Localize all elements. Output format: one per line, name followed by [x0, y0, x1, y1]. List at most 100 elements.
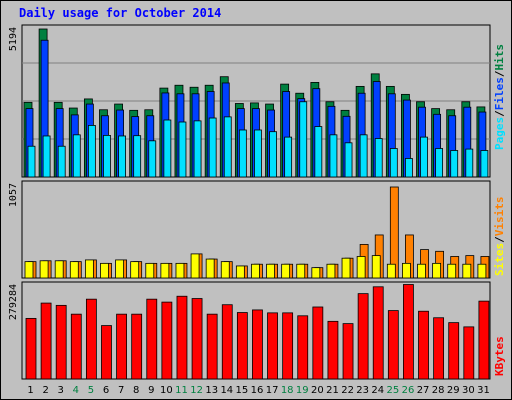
bar-sites-19: [296, 263, 306, 279]
legend-sites-visits-part-3: Visits: [493, 197, 506, 237]
bar-sites-23: [356, 256, 366, 279]
bar-kbytes-15: [236, 312, 248, 380]
day-label-3: 3: [58, 385, 64, 396]
day-label-29: 29: [447, 385, 460, 396]
bar-kbytes-22: [342, 323, 354, 380]
day-label-11: 11: [175, 385, 188, 396]
bar-kbytes-11: [176, 295, 188, 380]
day-label-31: 31: [477, 385, 490, 396]
bar-pages-28: [435, 148, 444, 178]
bar-pages-12: [193, 120, 202, 178]
bar-sites-6: [100, 262, 109, 279]
bar-pages-2: [42, 135, 51, 178]
bar-sites-1: [24, 261, 34, 279]
bar-pages-24: [374, 138, 383, 178]
bar-pages-15: [238, 129, 247, 178]
day-label-22: 22: [341, 385, 354, 396]
legend-kbytes: KBytes: [493, 336, 506, 376]
bar-pages-22: [344, 142, 353, 178]
bar-kbytes-28: [433, 317, 445, 380]
legend-sites-visits-part-2: /: [493, 236, 506, 243]
bar-pages-11: [178, 121, 187, 178]
day-label-2: 2: [42, 385, 48, 396]
day-label-8: 8: [133, 385, 139, 396]
bar-pages-23: [359, 134, 368, 178]
legend-pages-files-hits-part-1: Pages: [493, 117, 506, 150]
legend-pages-files-hits-part-4: /: [493, 70, 506, 77]
bar-pages-3: [57, 145, 66, 178]
bar-pages-14: [223, 116, 232, 178]
bar-kbytes-6: [101, 325, 112, 380]
bar-pages-13: [208, 117, 217, 178]
bar-sites-27: [417, 263, 426, 279]
day-label-25: 25: [387, 385, 400, 396]
bar-sites-21: [326, 263, 336, 279]
bar-sites-11: [175, 262, 185, 279]
ymax-label-pages: 5194: [8, 27, 19, 51]
bar-kbytes-29: [448, 322, 460, 380]
day-label-9: 9: [148, 385, 154, 396]
bar-pages-7: [118, 135, 126, 178]
bar-sites-7: [115, 259, 124, 279]
bar-kbytes-14: [221, 304, 233, 380]
day-label-10: 10: [160, 385, 173, 396]
bar-kbytes-12: [191, 298, 203, 380]
bar-pages-1: [27, 145, 36, 178]
bar-kbytes-5: [85, 298, 97, 380]
legend-pages-files-hits-part-5: Hits: [493, 44, 506, 71]
bar-pages-17: [269, 131, 277, 178]
bar-sites-2: [39, 260, 49, 279]
bar-pages-21: [329, 134, 338, 178]
day-label-24: 24: [371, 385, 384, 396]
bar-kbytes-21: [327, 320, 339, 380]
bar-kbytes-2: [40, 302, 52, 380]
legend-sites-visits: Sites/Visits: [493, 197, 506, 277]
bar-kbytes-27: [418, 310, 429, 380]
day-label-4: 4: [73, 385, 79, 396]
bar-sites-10: [160, 262, 170, 279]
bar-kbytes-25: [387, 310, 399, 380]
bar-pages-19: [299, 101, 308, 178]
bar-sites-22: [341, 257, 351, 279]
bar-pages-31: [480, 150, 489, 178]
day-label-19: 19: [296, 385, 309, 396]
bar-sites-5: [84, 259, 94, 279]
bar-sites-30: [462, 263, 472, 279]
bar-sites-29: [447, 263, 457, 279]
bar-pages-26: [405, 158, 413, 178]
day-label-16: 16: [251, 385, 264, 396]
bar-kbytes-23: [357, 293, 369, 380]
bar-pages-20: [314, 126, 323, 178]
bar-kbytes-26: [403, 284, 414, 380]
day-label-1: 1: [27, 385, 33, 396]
bar-pages-8: [133, 135, 142, 178]
bar-kbytes-7: [116, 313, 127, 380]
bar-pages-30: [465, 148, 474, 178]
bar-kbytes-9: [146, 298, 158, 380]
bar-pages-27: [420, 136, 428, 178]
bar-kbytes-13: [206, 313, 218, 380]
bar-kbytes-17: [267, 312, 278, 380]
legend-kbytes-part-1: KBytes: [493, 336, 506, 376]
bar-sites-15: [235, 265, 245, 279]
bar-sites-28: [432, 262, 442, 279]
bar-sites-31: [477, 263, 487, 279]
day-label-27: 27: [417, 385, 430, 396]
bar-kbytes-8: [131, 313, 143, 380]
bar-sites-18: [281, 263, 291, 279]
bar-pages-29: [450, 150, 459, 178]
bar-kbytes-18: [282, 312, 294, 380]
legend-sites-visits-part-1: Sites: [493, 243, 506, 276]
bar-kbytes-19: [297, 315, 309, 380]
bar-sites-17: [266, 263, 275, 279]
bar-pages-25: [389, 148, 398, 178]
legend-pages-files-hits-part-2: /: [493, 110, 506, 117]
day-label-12: 12: [190, 385, 203, 396]
ymax-label-kbytes: 279284: [8, 284, 19, 320]
bar-pages-9: [148, 140, 157, 178]
bar-sites-3: [54, 260, 64, 279]
bar-pages-5: [87, 125, 96, 178]
bar-sites-24: [371, 255, 381, 279]
day-label-23: 23: [356, 385, 369, 396]
